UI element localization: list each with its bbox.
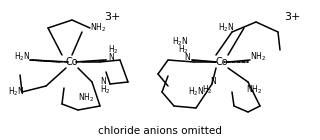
Text: N: N bbox=[100, 78, 106, 87]
Text: Co: Co bbox=[66, 57, 78, 67]
Text: N: N bbox=[184, 53, 190, 62]
Text: chloride anions omitted: chloride anions omitted bbox=[98, 126, 222, 136]
Text: Co: Co bbox=[216, 57, 228, 67]
Text: H$_2$N: H$_2$N bbox=[218, 22, 235, 34]
Text: NH$_2$: NH$_2$ bbox=[246, 84, 262, 96]
Text: N: N bbox=[210, 78, 216, 87]
Text: NH$_2$: NH$_2$ bbox=[78, 92, 94, 104]
Text: H$_2$: H$_2$ bbox=[100, 84, 111, 96]
Text: N: N bbox=[108, 53, 114, 62]
Text: 3+: 3+ bbox=[284, 12, 300, 22]
Text: NH$_2$: NH$_2$ bbox=[250, 51, 266, 63]
Text: H$_2$N: H$_2$N bbox=[172, 36, 188, 48]
Text: 3+: 3+ bbox=[104, 12, 120, 22]
Text: H$_2$N: H$_2$N bbox=[14, 51, 30, 63]
Text: H$_2$: H$_2$ bbox=[178, 44, 189, 56]
Text: H$_2$: H$_2$ bbox=[202, 84, 213, 96]
Text: H$_2$: H$_2$ bbox=[108, 44, 119, 56]
Text: H$_2$N: H$_2$N bbox=[8, 86, 24, 98]
Text: NH$_2$: NH$_2$ bbox=[90, 22, 106, 34]
Text: H$_2$N: H$_2$N bbox=[188, 86, 204, 98]
